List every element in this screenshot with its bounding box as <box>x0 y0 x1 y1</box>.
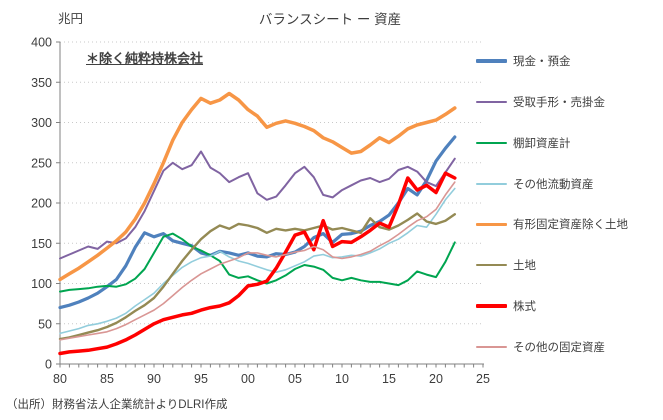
y-tick-label: 350 <box>31 76 52 90</box>
series-line-土地 <box>58 212 456 341</box>
legend-item: その他流動資産 <box>476 176 662 192</box>
legend-label: その他流動資産 <box>513 178 594 191</box>
y-tick-label: 250 <box>31 156 52 170</box>
legend-label: 土地 <box>513 260 536 273</box>
chart-title: バランスシート ー 資産 <box>258 12 402 27</box>
legend-label: 受取手形・売掛金 <box>513 96 605 109</box>
x-tick-label: 95 <box>194 372 208 386</box>
y-tick-label: 400 <box>31 36 52 50</box>
legend-label: 有形固定資産除く土地 <box>513 219 628 232</box>
y-tick-label: 150 <box>31 237 52 251</box>
x-tick-label: 85 <box>100 372 114 386</box>
source-note: （出所）財務省法人企業統計よりDLRI作成 <box>6 399 228 411</box>
legend-item: 株式 <box>476 298 662 314</box>
legend-swatch <box>476 222 507 227</box>
x-tick-label: 15 <box>382 372 396 386</box>
series-line-現金・預金 <box>58 135 457 310</box>
legend-label: その他の固定資産 <box>513 341 605 354</box>
legend-item: 受取手形・売掛金 <box>476 94 662 110</box>
legend-swatch <box>476 182 507 185</box>
legend-item: 土地 <box>476 257 662 273</box>
x-tick-label: 05 <box>288 372 302 386</box>
y-tick-label: 0 <box>45 358 52 372</box>
y-tick-label: 100 <box>31 277 52 291</box>
legend-swatch <box>476 59 507 63</box>
y-tick-label: 300 <box>31 116 52 130</box>
series-line-株式 <box>58 171 457 356</box>
legend-label: 棚卸資産計 <box>513 137 571 150</box>
y-axis-unit-label: 兆円 <box>58 12 84 26</box>
x-tick-label: 80 <box>53 372 67 386</box>
legend-swatch <box>476 100 507 103</box>
x-tick-label: 25 <box>476 372 490 386</box>
x-tick-label: 20 <box>429 372 443 386</box>
legend-item: 棚卸資産計 <box>476 135 662 151</box>
legend-item: 現金・預金 <box>476 53 662 69</box>
legend-label: 現金・預金 <box>513 56 571 68</box>
legend-swatch <box>476 141 507 144</box>
series-line-受取手形・売掛金 <box>59 150 456 260</box>
chart-legend: 現金・預金受取手形・売掛金 棚卸資産計その他流動資産有形固定資産除く土地 土地株式そ… <box>476 53 662 355</box>
legend-swatch <box>476 345 507 348</box>
legend-swatch <box>476 304 507 308</box>
legend-item: その他の固定資産 <box>476 339 662 355</box>
series-line-その他流動資産 <box>59 187 456 335</box>
legend-item: 有形固定資産除く土地 <box>476 216 662 232</box>
series-line-棚卸資産計 <box>59 232 456 293</box>
series-line-有形固定資産除く土地 <box>58 91 457 282</box>
x-tick-label: 00 <box>241 372 255 386</box>
x-tick-label: 90 <box>147 372 161 386</box>
y-tick-label: 200 <box>31 197 52 211</box>
legend-swatch <box>476 264 507 267</box>
chart-annotation: ＊除く純粋持株会社 <box>86 51 204 66</box>
y-tick-label: 50 <box>38 317 52 331</box>
x-tick-label: 10 <box>335 372 349 386</box>
legend-label: 株式 <box>513 301 536 314</box>
series-line-その他の固定資産 <box>59 181 456 341</box>
